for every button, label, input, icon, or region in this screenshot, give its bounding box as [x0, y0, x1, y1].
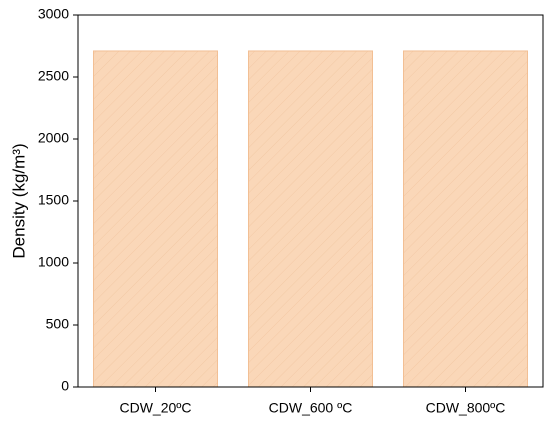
y-tick-label: 1000 — [38, 254, 69, 270]
y-axis-label: Density (kg/m³) — [9, 143, 28, 258]
y-tick-label: 0 — [61, 378, 69, 394]
y-tick-label: 3000 — [38, 6, 69, 22]
bar-hatch — [93, 50, 218, 388]
x-tick-label: CDW_800ºC — [426, 400, 506, 416]
y-tick-label: 2000 — [38, 130, 69, 146]
y-tick-label: 1500 — [38, 192, 69, 208]
x-tick-label: CDW_20ºC — [119, 400, 191, 416]
y-tick-label: 2500 — [38, 68, 69, 84]
x-tick-label: CDW_600 ºC — [269, 400, 353, 416]
bar-hatch — [403, 50, 528, 388]
bar-hatch — [248, 50, 373, 388]
y-tick-label: 500 — [46, 316, 70, 332]
